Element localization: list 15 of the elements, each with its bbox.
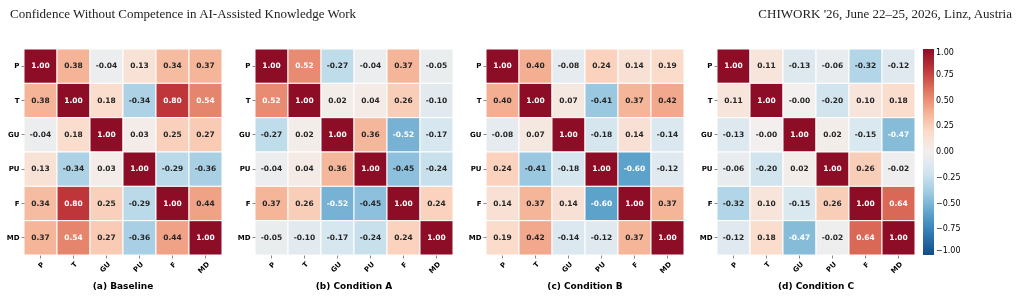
text: (c) Condition B xyxy=(547,280,623,291)
color-bar-label: −0.25 xyxy=(936,172,961,182)
color-bar-label: 0.75 xyxy=(936,69,954,79)
text: Confidence Without Competence in AI-Assisted Knowledge Work xyxy=(10,6,356,23)
color-bar-label: 0.50 xyxy=(936,95,954,105)
color-bar-label: 1.00 xyxy=(936,48,954,57)
text: (a) Baseline xyxy=(92,280,154,291)
color-bar-label: 0.25 xyxy=(936,121,954,131)
color-bar-label: −0.50 xyxy=(936,198,961,208)
text: CHIWORK '26, June 22–25, 2026, Linz, Austria xyxy=(758,6,1012,23)
color-bar-label: −0.75 xyxy=(936,224,961,234)
text: (d) Condition C xyxy=(777,280,855,291)
text: (b) Condition A xyxy=(315,280,393,291)
color-bar-label: −1.00 xyxy=(936,246,961,255)
color-bar-label: 0.00 xyxy=(936,147,954,156)
